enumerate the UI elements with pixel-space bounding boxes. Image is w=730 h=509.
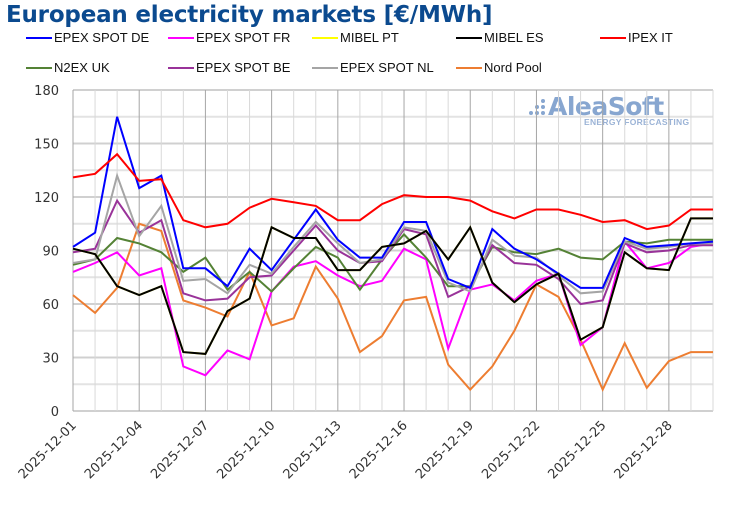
series-line-epex-spot-de — [72, 116, 714, 290]
series-line-epex-spot-nl — [72, 172, 713, 295]
legend-item-nord-pool: Nord Pool — [456, 60, 542, 75]
x-tick-label: 2025-12-01 — [16, 418, 80, 482]
series-line-mibel-es — [72, 217, 713, 355]
y-tick-label: 90 — [42, 245, 59, 260]
x-tick-label: 2025-12-13 — [281, 418, 345, 482]
legend-item-mibel-es: MIBEL ES — [456, 30, 543, 45]
legend-label: MIBEL ES — [484, 30, 544, 45]
x-tick-label: 2025-12-25 — [545, 418, 609, 482]
legend-item-epex-spot-fr: EPEX SPOT FR — [168, 30, 290, 45]
legend-swatch — [26, 36, 52, 39]
y-tick-label: 120 — [34, 191, 59, 206]
legend-swatch — [312, 36, 338, 39]
legend-label: EPEX SPOT BE — [196, 60, 291, 75]
legend-label: EPEX SPOT FR — [196, 30, 291, 45]
chart-title: European electricity markets [€/MWh] — [6, 2, 493, 28]
legend-item-epex-spot-nl: EPEX SPOT NL — [312, 60, 434, 75]
legend-label: EPEX SPOT NL — [340, 60, 434, 75]
y-tick-label: 180 — [34, 84, 59, 99]
legend-label: MIBEL PT — [340, 30, 399, 45]
legend-item-mibel-pt: MIBEL PT — [312, 30, 399, 45]
legend-swatch — [312, 66, 338, 69]
y-tick-label: 60 — [42, 298, 59, 313]
y-tick-label: 0 — [51, 405, 59, 420]
series-lines — [72, 116, 714, 392]
x-axis-ticks: 2025-12-01 2025-12-04 2025-12-07 2025-12-10… — [16, 418, 676, 482]
legend-swatch — [600, 36, 626, 39]
logo-name: AleaSoft — [548, 92, 664, 121]
y-tick-label: 30 — [42, 352, 59, 367]
legend-swatch — [168, 36, 194, 39]
x-tick-label: 2025-12-07 — [148, 418, 212, 482]
x-tick-label: 2025-12-22 — [479, 418, 543, 482]
series-line-ipex-it — [72, 152, 713, 231]
aleasoft-logo: AleaSoft ENERGY FORECASTING — [528, 94, 689, 127]
legend-label: IPEX IT — [628, 30, 673, 45]
legend-label: EPEX SPOT DE — [54, 30, 150, 45]
legend-item-n2ex-uk: N2EX UK — [26, 60, 110, 75]
y-tick-label: 150 — [34, 138, 59, 153]
logo-wordmark: AleaSoft — [528, 94, 689, 119]
logo-dots-icon — [528, 98, 546, 116]
x-tick-label: 2025-12-28 — [612, 418, 676, 482]
y-axis-ticks: 0 30 60 90 120 150 180 — [34, 84, 59, 420]
logo-tagline: ENERGY FORECASTING — [584, 117, 690, 127]
x-tick-label: 2025-12-19 — [413, 418, 477, 482]
legend-swatch — [456, 36, 482, 39]
legend-item-epex-spot-de: EPEX SPOT DE — [26, 30, 149, 45]
legend-label: Nord Pool — [484, 60, 542, 75]
legend-label: N2EX UK — [54, 60, 110, 75]
legend-item-ipex-it: IPEX IT — [600, 30, 673, 45]
x-tick-label: 2025-12-16 — [347, 418, 411, 482]
legend-item-epex-spot-be: EPEX SPOT BE — [168, 60, 290, 75]
series-line-nord-pool — [72, 222, 713, 392]
x-tick-label: 2025-12-10 — [214, 418, 278, 482]
legend-swatch — [456, 66, 482, 69]
legend-swatch — [168, 66, 194, 69]
gridlines — [72, 89, 714, 412]
x-tick-label: 2025-12-04 — [82, 418, 146, 482]
legend-swatch — [26, 66, 52, 69]
